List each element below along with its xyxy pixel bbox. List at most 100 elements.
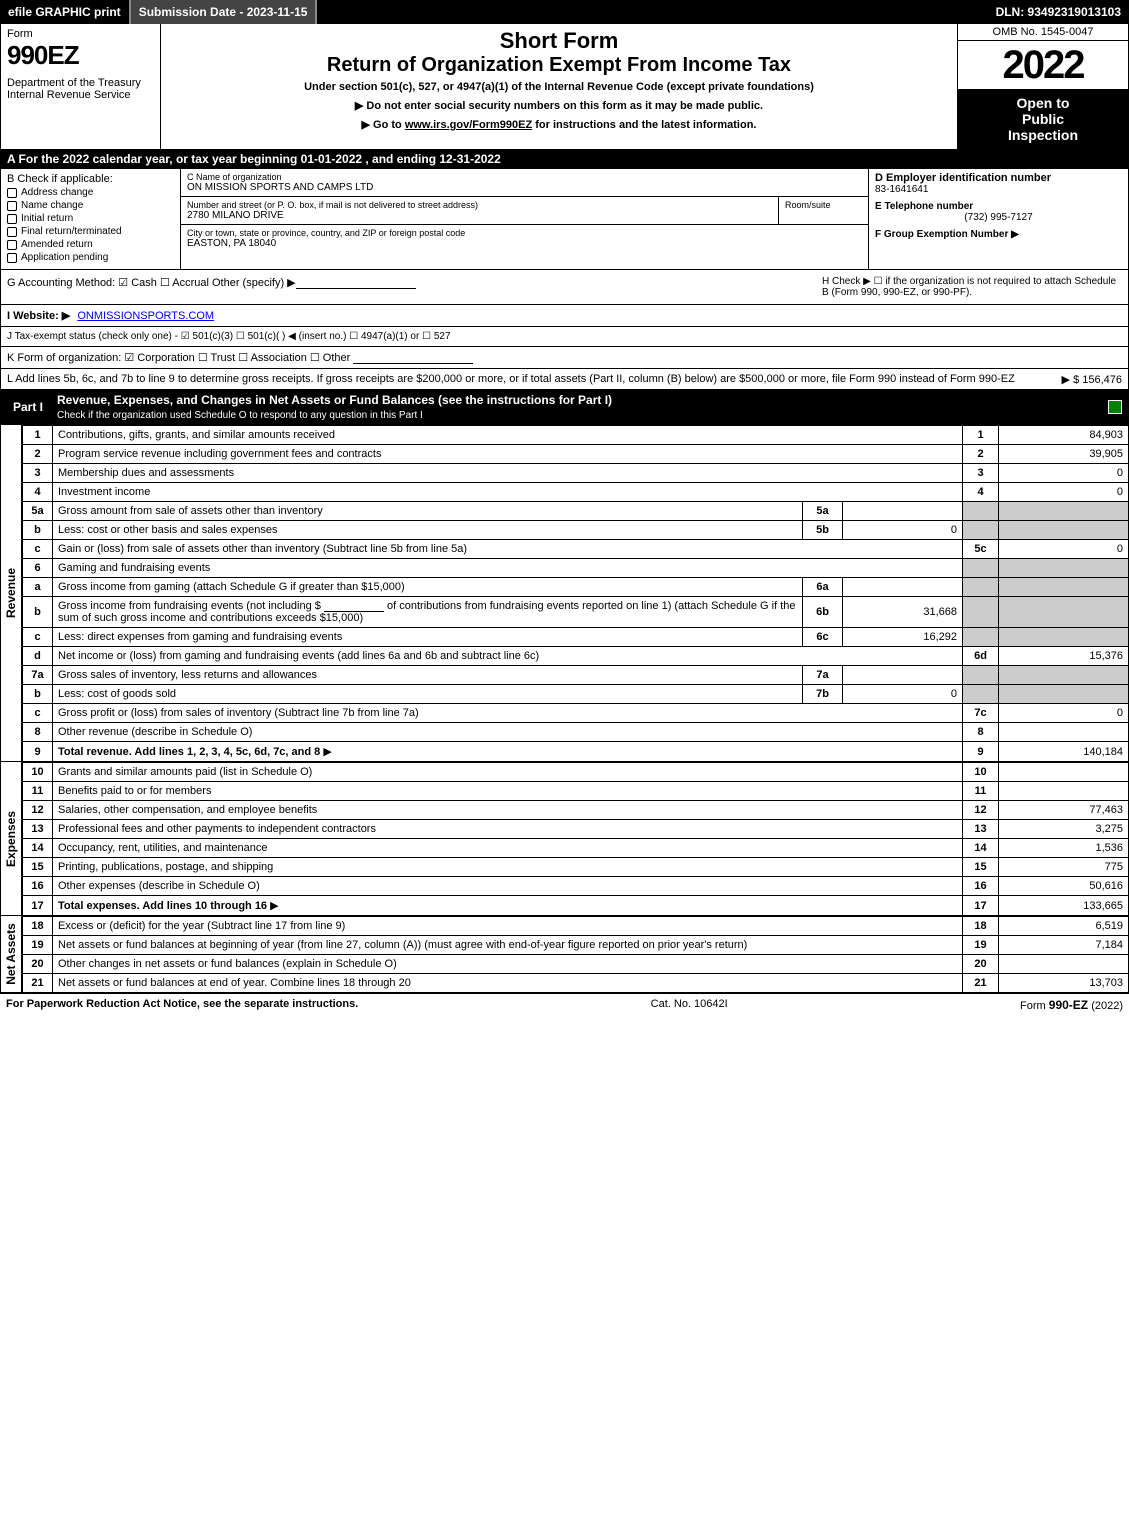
line-8: 8Other revenue (describe in Schedule O)8 — [23, 723, 1129, 742]
footer-center: Cat. No. 10642I — [651, 998, 728, 1012]
column-def: D Employer identification number 83-1641… — [868, 169, 1128, 269]
net-assets-section: Net Assets 18Excess or (deficit) for the… — [0, 916, 1129, 993]
city-value: EASTON, PA 18040 — [187, 238, 862, 249]
arrow-icon: ▶ — [270, 900, 278, 912]
under-section: Under section 501(c), 527, or 4947(a)(1)… — [171, 81, 947, 93]
group-exemption-label: F Group Exemption Number ▶ — [875, 229, 1019, 240]
room-label: Room/suite — [785, 200, 862, 210]
section-j-tax-exempt: J Tax-exempt status (check only one) - ☑… — [0, 327, 1129, 347]
line-10: 10Grants and similar amounts paid (list … — [23, 763, 1129, 782]
checkbox-icon — [7, 201, 17, 211]
addr-row: Number and street (or P. O. box, if mail… — [181, 197, 868, 225]
checkbox-icon — [7, 227, 17, 237]
line-6d: dNet income or (loss) from gaming and fu… — [23, 647, 1129, 666]
line-7a: 7aGross sales of inventory, less returns… — [23, 666, 1129, 685]
arrow-icon: ▶ — [323, 746, 331, 758]
efile-label: efile GRAPHIC print — [0, 0, 129, 24]
chk-final-return[interactable]: Final return/terminated — [7, 226, 174, 237]
chk-name-change[interactable]: Name change — [7, 200, 174, 211]
line-11: 11Benefits paid to or for members11 — [23, 782, 1129, 801]
line-5a: 5aGross amount from sale of assets other… — [23, 502, 1129, 521]
group-exemption-cell: F Group Exemption Number ▶ — [869, 226, 1128, 243]
chk-initial-return[interactable]: Initial return — [7, 213, 174, 224]
submission-date: Submission Date - 2023-11-15 — [129, 0, 318, 24]
website-link[interactable]: ONMISSIONSPORTS.COM — [77, 310, 214, 322]
ein-value: 83-1641641 — [875, 184, 1122, 195]
header-center: Short Form Return of Organization Exempt… — [161, 24, 958, 149]
chk-application-pending[interactable]: Application pending — [7, 252, 174, 263]
section-k-org-form: K Form of organization: ☑ Corporation ☐ … — [0, 347, 1129, 369]
g-accounting: G Accounting Method: ☑ Cash ☐ Accrual Ot… — [7, 276, 782, 298]
return-title: Return of Organization Exempt From Incom… — [171, 54, 947, 77]
top-bar: efile GRAPHIC print Submission Date - 20… — [0, 0, 1129, 24]
line-6a: aGross income from gaming (attach Schedu… — [23, 578, 1129, 597]
part-1-label: Part I — [7, 400, 49, 414]
line-5b: bLess: cost or other basis and sales exp… — [23, 521, 1129, 540]
line-21: 21Net assets or fund balances at end of … — [23, 974, 1129, 993]
revenue-label: Revenue — [0, 425, 22, 762]
checkbox-icon — [7, 214, 17, 224]
line-13: 13Professional fees and other payments t… — [23, 820, 1129, 839]
revenue-table: 1Contributions, gifts, grants, and simil… — [22, 425, 1129, 762]
form-header: Form 990EZ Department of the Treasury In… — [0, 24, 1129, 150]
line-6: 6Gaming and fundraising events — [23, 559, 1129, 578]
chk-address-change[interactable]: Address change — [7, 187, 174, 198]
short-form-title: Short Form — [171, 28, 947, 54]
line-3: 3Membership dues and assessments30 — [23, 464, 1129, 483]
checkbox-icon — [7, 188, 17, 198]
header-right: OMB No. 1545-0047 2022 Open to Public In… — [958, 24, 1128, 149]
addr-value: 2780 MILANO DRIVE — [187, 210, 772, 221]
checkbox-icon — [7, 253, 17, 263]
column-b: B Check if applicable: Address change Na… — [1, 169, 181, 269]
ein-label: D Employer identification number — [875, 172, 1122, 184]
expenses-table: 10Grants and similar amounts paid (list … — [22, 762, 1129, 916]
dept-line-1: Department of the Treasury — [7, 77, 154, 89]
section-i-website: I Website: ▶ ONMISSIONSPORTS.COM — [0, 305, 1129, 327]
net-assets-label: Net Assets — [0, 916, 22, 993]
part-1-header: Part I Revenue, Expenses, and Changes in… — [0, 390, 1129, 425]
gross-receipts-amount: ▶ $ 156,476 — [1062, 373, 1122, 386]
other-org-line — [353, 352, 473, 364]
section-l-gross-receipts: L Add lines 5b, 6c, and 7b to line 9 to … — [0, 369, 1129, 390]
chk-amended-return[interactable]: Amended return — [7, 239, 174, 250]
checkbox-icon — [7, 240, 17, 250]
expenses-section: Expenses 10Grants and similar amounts pa… — [0, 762, 1129, 916]
dln-label: DLN: 93492319013103 — [988, 0, 1129, 24]
line-16: 16Other expenses (describe in Schedule O… — [23, 877, 1129, 896]
column-c: C Name of organization ON MISSION SPORTS… — [181, 169, 868, 269]
section-gh: G Accounting Method: ☑ Cash ☐ Accrual Ot… — [0, 270, 1129, 305]
line-15: 15Printing, publications, postage, and s… — [23, 858, 1129, 877]
open-to-public: Open to Public Inspection — [958, 89, 1128, 149]
footer-right: Form 990-EZ (2022) — [1020, 998, 1123, 1012]
irs-link[interactable]: www.irs.gov/Form990EZ — [405, 119, 532, 131]
form-number: 990EZ — [7, 40, 154, 71]
line-4: 4Investment income40 — [23, 483, 1129, 502]
line-6b: bGross income from fundraising events (n… — [23, 597, 1129, 628]
tax-year: 2022 — [958, 41, 1128, 89]
page-footer: For Paperwork Reduction Act Notice, see … — [0, 993, 1129, 1016]
line-20: 20Other changes in net assets or fund ba… — [23, 955, 1129, 974]
line-7b: bLess: cost of goods sold7b0 — [23, 685, 1129, 704]
column-cde: C Name of organization ON MISSION SPORTS… — [181, 169, 1128, 269]
expenses-label: Expenses — [0, 762, 22, 916]
row-a-tax-year: A For the 2022 calendar year, or tax yea… — [0, 150, 1129, 169]
line-6c: cLess: direct expenses from gaming and f… — [23, 628, 1129, 647]
addr-label: Number and street (or P. O. box, if mail… — [187, 200, 772, 210]
org-name-label: C Name of organization — [187, 172, 862, 182]
line-14: 14Occupancy, rent, utilities, and mainte… — [23, 839, 1129, 858]
tel-label: E Telephone number — [875, 201, 1122, 212]
org-name-cell: C Name of organization ON MISSION SPORTS… — [181, 169, 868, 197]
line-7c: cGross profit or (loss) from sales of in… — [23, 704, 1129, 723]
other-specify-line — [296, 277, 416, 289]
line-1: 1Contributions, gifts, grants, and simil… — [23, 426, 1129, 445]
line-19: 19Net assets or fund balances at beginni… — [23, 936, 1129, 955]
net-assets-table: 18Excess or (deficit) for the year (Subt… — [22, 916, 1129, 993]
line-2: 2Program service revenue including gover… — [23, 445, 1129, 464]
header-left: Form 990EZ Department of the Treasury In… — [1, 24, 161, 149]
bullet-ssn: ▶ Do not enter social security numbers o… — [171, 99, 947, 112]
line-12: 12Salaries, other compensation, and empl… — [23, 801, 1129, 820]
dept-line-2: Internal Revenue Service — [7, 89, 154, 101]
revenue-section: Revenue 1Contributions, gifts, grants, a… — [0, 425, 1129, 762]
schedule-o-check-icon — [1108, 400, 1122, 414]
tel-cell: E Telephone number (732) 995-7127 — [869, 198, 1128, 226]
